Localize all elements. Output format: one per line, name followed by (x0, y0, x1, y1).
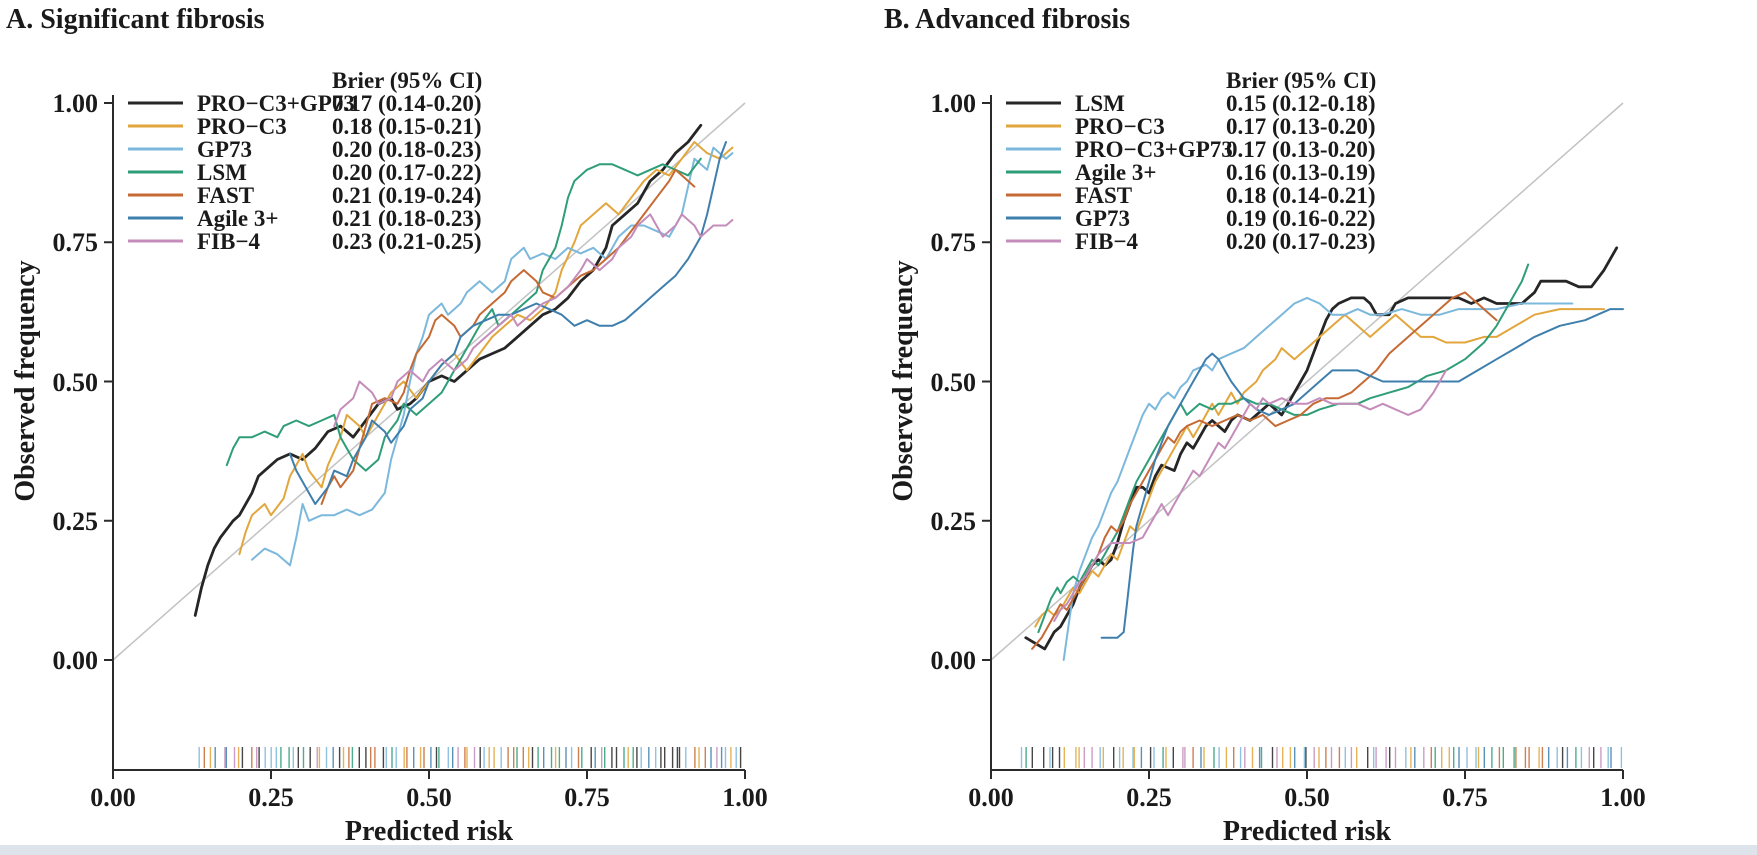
y-axis-title-a: Observed frequency (10, 260, 41, 501)
y-tick-label: 0.25 (53, 507, 99, 536)
x-tick-label: 1.00 (1600, 783, 1646, 812)
x-axis-title-a: Predicted risk (345, 816, 514, 845)
x-tick-label: 0.75 (564, 783, 610, 812)
series-line-fib-4-a (333, 213, 734, 428)
series-line-pro-c3-gp73-b (1062, 296, 1574, 661)
legend-label-fast: FAST (197, 183, 254, 208)
y-tick-label: 0.50 (931, 368, 977, 397)
legend-brier-pro-c3: 0.17 (0.13-0.20) (1226, 114, 1375, 139)
x-tick-label: 0.00 (968, 783, 1014, 812)
plot-a-reference-and-series (112, 102, 746, 661)
y-tick-label: 0.75 (931, 228, 977, 257)
series-line-gp73-a (251, 146, 734, 567)
panel-b-title: B. Advanced fibrosis (884, 4, 1130, 35)
x-tick-label: 0.25 (1126, 783, 1172, 812)
legend-brier-pro-c3-gp73: 0.17 (0.14-0.20) (332, 91, 481, 116)
series-line-lsm-b (1024, 246, 1619, 651)
legend-brier-agile-3: 0.16 (0.13-0.19) (1226, 160, 1375, 185)
legend-brier-gp73: 0.20 (0.18-0.23) (332, 137, 481, 162)
legend-brier-pro-c3: 0.18 (0.15-0.21) (332, 114, 481, 139)
legend-brier-pro-c3-gp73: 0.17 (0.13-0.20) (1226, 137, 1375, 162)
legend-brier-lsm: 0.15 (0.12-0.18) (1226, 91, 1375, 116)
x-tick-label: 0.75 (1442, 783, 1488, 812)
legend-brier-lsm: 0.20 (0.17-0.22) (332, 160, 481, 185)
series-line-fast-a (320, 168, 696, 505)
legend-label-gp73: GP73 (197, 137, 252, 162)
panel-a-title: A. Significant fibrosis (6, 4, 265, 35)
plot-b-reference-and-series (990, 102, 1624, 661)
series-line-pro-c3-a (238, 141, 734, 556)
y-tick-label: 1.00 (931, 89, 977, 118)
y-tick-label: 0.00 (53, 646, 99, 675)
y-tick-label: 1.00 (53, 89, 99, 118)
series-line-pro-c3-b (1034, 308, 1605, 628)
panel-a-x-axis: 0.00 0.25 0.50 0.75 1.00 (90, 769, 768, 812)
legend-brier-fib-4: 0.20 (0.17-0.23) (1226, 229, 1375, 254)
x-axis-title-b: Predicted risk (1223, 816, 1392, 845)
legend-label-agile-3: Agile 3+ (1075, 160, 1156, 185)
legend-brier-fast: 0.21 (0.19-0.24) (332, 183, 481, 208)
series-line-lsm-a (225, 157, 702, 472)
x-tick-label: 1.00 (722, 783, 768, 812)
legend-label-pro-c3: PRO−C3 (1075, 114, 1165, 139)
legend-brier-agile-3: 0.21 (0.18-0.23) (332, 206, 481, 231)
y-axis-title-b: Observed frequency (888, 260, 919, 501)
series-line-agile-3-b (1037, 263, 1530, 634)
panel-b-x-axis: 0.00 0.25 0.50 0.75 1.00 (968, 769, 1646, 812)
legend-label-pro-c3: PRO−C3 (197, 114, 287, 139)
legend-label-pro-c3-gp73: PRO−C3+GP73 (1075, 137, 1233, 162)
x-tick-label: 0.50 (406, 783, 452, 812)
y-tick-label: 0.50 (53, 368, 99, 397)
series-line-fib-4-b (1053, 369, 1447, 622)
legend-label-pro-c3-gp73: PRO−C3+GP73 (197, 91, 355, 116)
legend-label-lsm: LSM (1075, 91, 1125, 116)
legend-label-fib-4: FIB−4 (1075, 229, 1138, 254)
panel-b-rug (1020, 747, 1623, 768)
x-tick-label: 0.50 (1284, 783, 1330, 812)
legend-brier-fast: 0.18 (0.14-0.21) (1226, 183, 1375, 208)
series-line-gp73-b (1100, 308, 1624, 639)
legend-header-b: Brier (95% CI) (1226, 68, 1376, 93)
reference-diagonal-b (990, 102, 1624, 661)
legend-label-fast: FAST (1075, 183, 1132, 208)
legend-label-lsm: LSM (197, 160, 247, 185)
legend-brier-fib-4: 0.23 (0.21-0.25) (332, 229, 481, 254)
y-tick-label: 0.75 (53, 228, 99, 257)
panel-b-y-axis: 0.00 0.25 0.50 0.75 1.00 (931, 89, 992, 770)
legend-label-fib-4: FIB−4 (197, 229, 260, 254)
bottom-strip (0, 845, 1757, 855)
series-line-agile-3-a (289, 141, 727, 505)
panel-b-legend: LSM 0.15 (0.12-0.18) PRO−C3 0.17 (0.13-0.20… (1006, 91, 1375, 254)
y-tick-label: 0.25 (931, 507, 977, 536)
legend-label-gp73: GP73 (1075, 206, 1130, 231)
panel-a-y-axis: 0.00 0.25 0.50 0.75 1.00 (53, 89, 114, 770)
legend-label-agile-3: Agile 3+ (197, 206, 278, 231)
x-tick-label: 0.25 (248, 783, 294, 812)
panel-a: A. Significant fibrosis 0.00 0.25 0.50 0… (6, 4, 768, 845)
panel-b: B. Advanced fibrosis 0.00 0.25 0.50 0.75… (884, 4, 1646, 845)
series-line-fast-b (1031, 291, 1498, 650)
legend-brier-gp73: 0.19 (0.16-0.22) (1226, 206, 1375, 231)
x-tick-label: 0.00 (90, 783, 136, 812)
legend-header-a: Brier (95% CI) (332, 68, 482, 93)
y-tick-label: 0.00 (931, 646, 977, 675)
panel-a-rug (198, 747, 742, 768)
